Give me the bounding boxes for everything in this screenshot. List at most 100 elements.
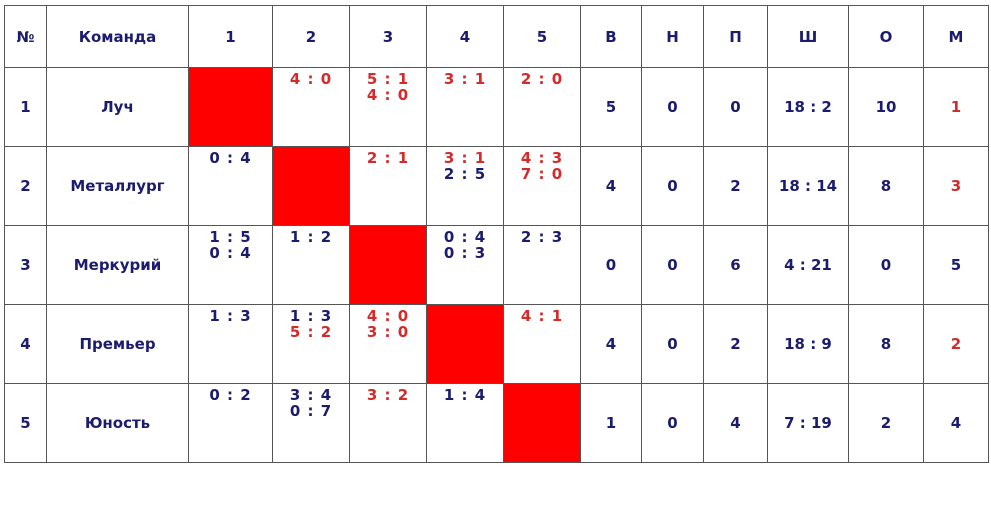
diagonal-cell <box>349 225 427 305</box>
score: 1 : 2 <box>289 228 333 246</box>
stat-l: 6 <box>703 225 768 305</box>
diagonal-cell <box>272 146 350 226</box>
team-number: 2 <box>4 146 47 226</box>
header-cell: 4 <box>426 5 504 68</box>
stat-points: 0 <box>848 225 924 305</box>
score: 0 : 3 <box>443 244 487 262</box>
team-name: Юность <box>46 383 189 463</box>
place: 3 <box>923 146 989 226</box>
result-cell: 2 : 0 <box>503 67 581 147</box>
score: 0 : 4 <box>209 149 252 167</box>
result-cell: 1 : 2 <box>272 225 350 305</box>
stat-w: 5 <box>580 67 642 147</box>
result-cell: 0 : 2 <box>188 383 273 463</box>
result-cell: 3 : 1 <box>426 67 504 147</box>
stat-w: 4 <box>580 146 642 226</box>
header-cell: О <box>848 5 924 68</box>
header-cell: 3 <box>349 5 427 68</box>
stat-points: 8 <box>848 304 924 384</box>
diagonal-cell <box>426 304 504 384</box>
header-cell: № <box>4 5 47 68</box>
team-name: Луч <box>46 67 189 147</box>
stat-d: 0 <box>641 67 704 147</box>
score: 3 : 2 <box>366 386 410 404</box>
score: 0 : 4 <box>209 244 252 262</box>
score: 4 : 0 <box>366 86 410 104</box>
place: 2 <box>923 304 989 384</box>
stat-d: 0 <box>641 383 704 463</box>
stat-goals: 18 : 2 <box>767 67 849 147</box>
result-cell: 2 : 3 <box>503 225 581 305</box>
score: 3 : 1 <box>443 70 487 88</box>
result-cell: 3 : 2 <box>349 383 427 463</box>
header-cell: В <box>580 5 642 68</box>
team-name: Металлург <box>46 146 189 226</box>
score: 2 : 1 <box>366 149 410 167</box>
score: 1 : 3 <box>209 307 252 325</box>
score: 2 : 5 <box>443 165 487 183</box>
team-number: 1 <box>4 67 47 147</box>
score: 0 : 4 <box>443 228 487 246</box>
place: 5 <box>923 225 989 305</box>
score: 2 : 3 <box>520 228 564 246</box>
score: 2 : 0 <box>520 70 564 88</box>
score: 1 : 4 <box>443 386 487 404</box>
header-cell: М <box>923 5 989 68</box>
header-cell: Н <box>641 5 704 68</box>
header-cell: 5 <box>503 5 581 68</box>
place: 1 <box>923 67 989 147</box>
score: 5 : 2 <box>289 323 333 341</box>
score: 3 : 4 <box>289 386 333 404</box>
team-number: 4 <box>4 304 47 384</box>
stat-points: 10 <box>848 67 924 147</box>
score: 0 : 2 <box>209 386 252 404</box>
stat-w: 1 <box>580 383 642 463</box>
stat-d: 0 <box>641 304 704 384</box>
result-cell: 4 : 0 <box>272 67 350 147</box>
place: 4 <box>923 383 989 463</box>
stat-l: 4 <box>703 383 768 463</box>
score: 3 : 0 <box>366 323 410 341</box>
score: 1 : 5 <box>209 228 252 246</box>
score: 4 : 0 <box>366 307 410 325</box>
header-cell: Команда <box>46 5 189 68</box>
score: 0 : 7 <box>289 402 333 420</box>
result-cell: 1 : 3 <box>188 304 273 384</box>
stat-goals: 18 : 9 <box>767 304 849 384</box>
diagonal-cell <box>188 67 273 147</box>
stat-d: 0 <box>641 146 704 226</box>
diagonal-cell <box>503 383 581 463</box>
header-cell: 2 <box>272 5 350 68</box>
score: 4 : 1 <box>520 307 564 325</box>
stat-goals: 4 : 21 <box>767 225 849 305</box>
score: 5 : 1 <box>366 70 410 88</box>
result-cell: 1 : 4 <box>426 383 504 463</box>
score: 1 : 3 <box>289 307 333 325</box>
score: 7 : 0 <box>520 165 564 183</box>
stat-w: 0 <box>580 225 642 305</box>
score: 3 : 1 <box>443 149 487 167</box>
stat-goals: 18 : 14 <box>767 146 849 226</box>
stat-points: 8 <box>848 146 924 226</box>
header-cell: 1 <box>188 5 273 68</box>
stat-l: 2 <box>703 146 768 226</box>
team-name: Премьер <box>46 304 189 384</box>
result-cell: 0 : 4 <box>188 146 273 226</box>
team-number: 5 <box>4 383 47 463</box>
stat-l: 2 <box>703 304 768 384</box>
